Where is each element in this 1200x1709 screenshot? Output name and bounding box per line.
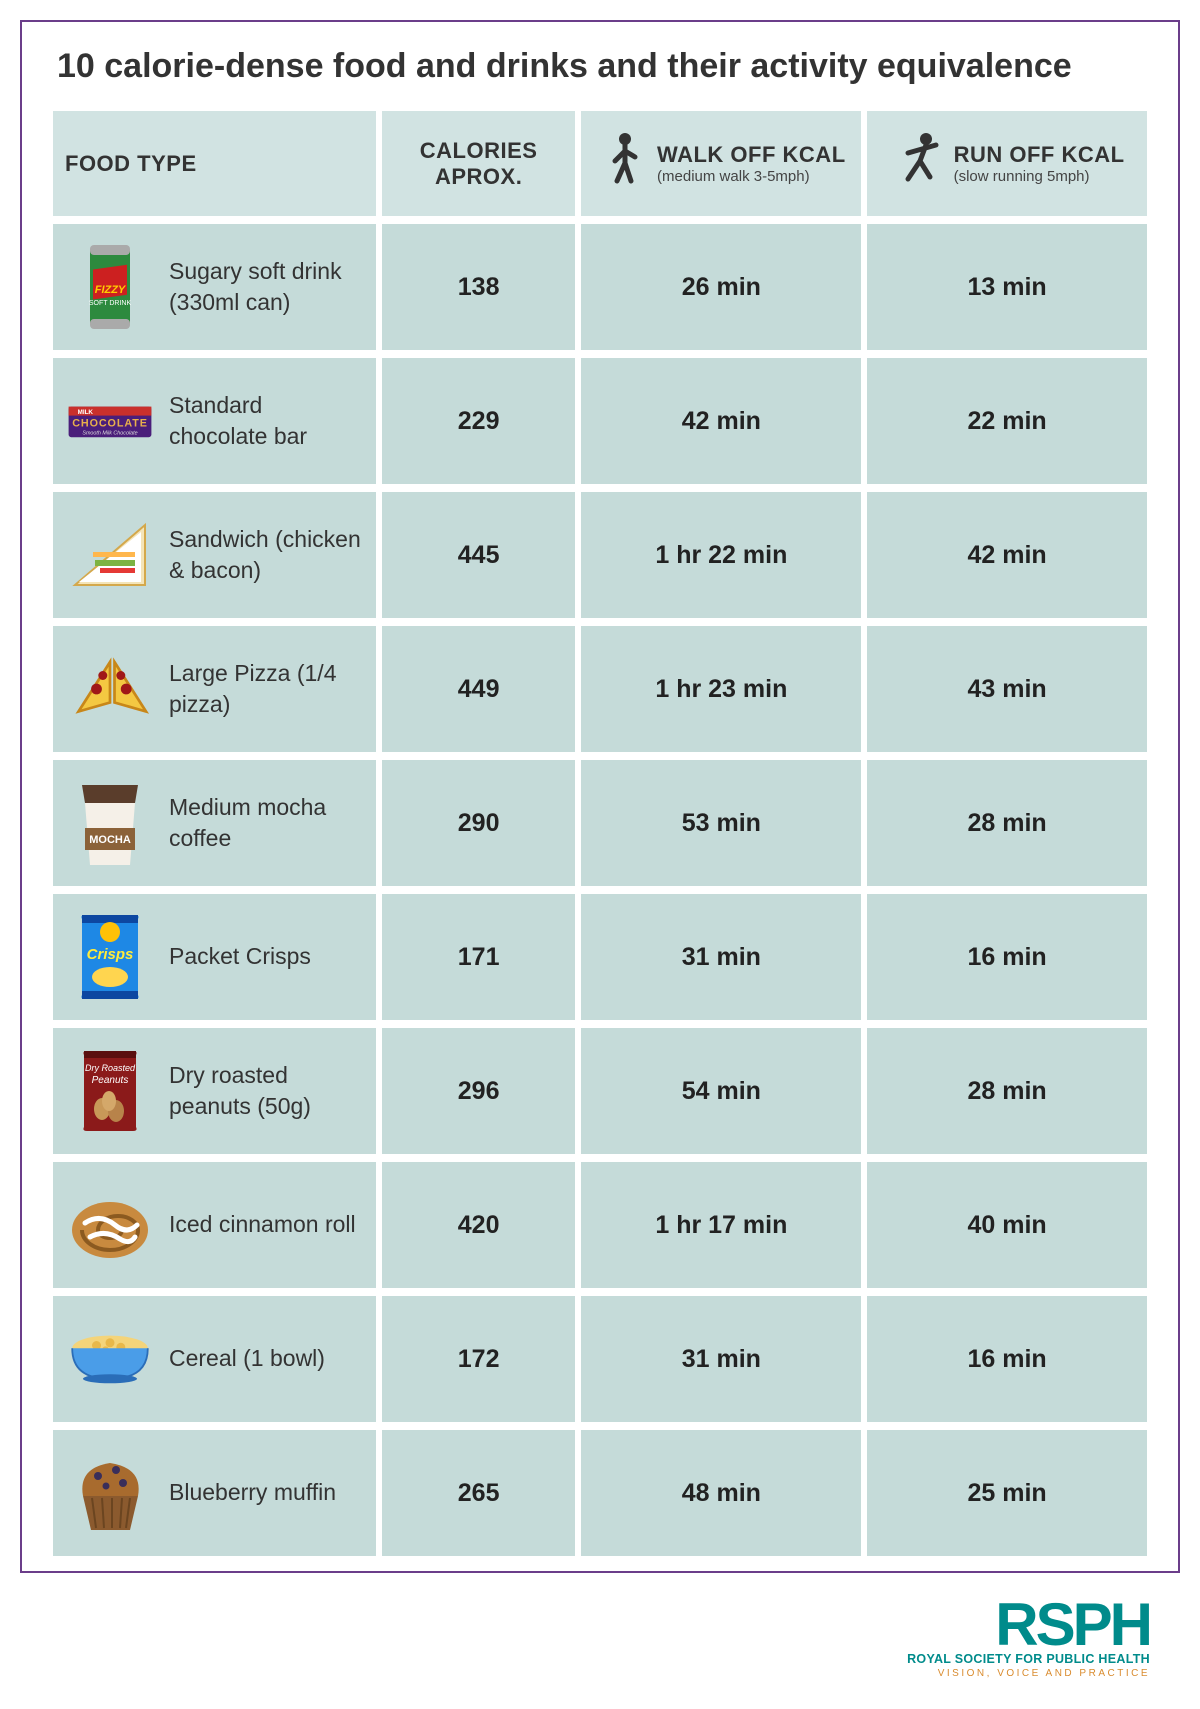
run-time: 13 min <box>879 273 1135 302</box>
run-time: 40 min <box>879 1211 1135 1240</box>
col-walk-sub: (medium walk 3-5mph) <box>657 168 810 185</box>
walk-time: 1 hr 17 min <box>593 1211 849 1240</box>
page-title: 10 calorie-dense food and drinks and the… <box>47 47 1153 86</box>
col-run-label: RUN OFF KCAL <box>954 142 1125 167</box>
run-time: 16 min <box>879 943 1135 972</box>
svg-text:SOFT DRINK: SOFT DRINK <box>89 300 132 307</box>
cinnamon-icon <box>65 1180 155 1270</box>
logo-subtitle: ROYAL SOCIETY FOR PUBLIC HEALTH <box>907 1652 1150 1666</box>
run-time: 43 min <box>879 675 1135 704</box>
walk-time: 48 min <box>593 1479 849 1508</box>
food-name: Iced cinnamon roll <box>169 1209 356 1240</box>
food-name: Standard chocolate bar <box>169 390 364 452</box>
food-table: FOOD TYPE CALORIES APROX. WALK OFF KCAL … <box>47 111 1153 1556</box>
muffin-icon <box>65 1448 155 1538</box>
walk-icon <box>597 131 649 196</box>
svg-text:Peanuts: Peanuts <box>92 1075 129 1086</box>
table-header-row: FOOD TYPE CALORIES APROX. WALK OFF KCAL … <box>53 111 1147 216</box>
infographic-container: 10 calorie-dense food and drinks and the… <box>20 20 1180 1573</box>
food-name: Dry roasted peanuts (50g) <box>169 1060 364 1122</box>
run-icon <box>890 131 946 196</box>
calories-value: 172 <box>394 1345 564 1374</box>
table-row: FIZZY SOFT DRINK Sugary soft drink (330ml … <box>53 224 1147 350</box>
walk-time: 42 min <box>593 407 849 436</box>
pizza-icon <box>65 644 155 734</box>
col-walk-label: WALK OFF KCAL <box>657 142 846 167</box>
run-time: 42 min <box>879 541 1135 570</box>
logo-main-text: RSPH <box>907 1598 1150 1652</box>
svg-text:FIZZY: FIZZY <box>95 284 127 296</box>
chocolate-icon: MILKCHOCOLATE Smooth Milk Chocolate <box>65 376 155 466</box>
crisps-icon: Crisps <box>65 912 155 1002</box>
table-row: Iced cinnamon roll 420 1 hr 17 min 40 min <box>53 1162 1147 1288</box>
table-row: MILKCHOCOLATE Smooth Milk Chocolate Standa… <box>53 358 1147 484</box>
walk-time: 26 min <box>593 273 849 302</box>
col-food-label: FOOD TYPE <box>65 151 197 176</box>
food-name: Medium mocha coffee <box>169 792 364 854</box>
svg-text:Smooth Milk Chocolate: Smooth Milk Chocolate <box>82 431 137 437</box>
table-row: Sandwich (chicken & bacon) 445 1 hr 22 min… <box>53 492 1147 618</box>
walk-time: 54 min <box>593 1077 849 1106</box>
footer: RSPH ROYAL SOCIETY FOR PUBLIC HEALTH VIS… <box>20 1573 1180 1689</box>
walk-time: 1 hr 23 min <box>593 675 849 704</box>
walk-time: 53 min <box>593 809 849 838</box>
food-name: Sandwich (chicken & bacon) <box>169 524 364 586</box>
table-row: Dry Roasted Peanuts Dry roasted peanuts (5… <box>53 1028 1147 1154</box>
calories-value: 171 <box>394 943 564 972</box>
svg-text:Crisps: Crisps <box>87 946 134 963</box>
table-row: Blueberry muffin 265 48 min 25 min <box>53 1430 1147 1556</box>
food-name: Sugary soft drink (330ml can) <box>169 256 364 318</box>
calories-value: 449 <box>394 675 564 704</box>
table-row: Crisps Packet Crisps 171 31 min 16 min <box>53 894 1147 1020</box>
col-calories-label: CALORIES APROX. <box>420 138 538 189</box>
calories-value: 296 <box>394 1077 564 1106</box>
food-name: Cereal (1 bowl) <box>169 1343 325 1374</box>
svg-text:MOCHA: MOCHA <box>89 834 131 846</box>
peanuts-icon: Dry Roasted Peanuts <box>65 1046 155 1136</box>
logo-tagline: VISION, VOICE AND PRACTICE <box>907 1668 1150 1679</box>
calories-value: 138 <box>394 273 564 302</box>
svg-text:CHOCOLATE: CHOCOLATE <box>72 417 148 429</box>
sandwich-icon <box>65 510 155 600</box>
run-time: 22 min <box>879 407 1135 436</box>
calories-value: 420 <box>394 1211 564 1240</box>
calories-value: 445 <box>394 541 564 570</box>
run-time: 28 min <box>879 809 1135 838</box>
run-time: 28 min <box>879 1077 1135 1106</box>
run-time: 16 min <box>879 1345 1135 1374</box>
mocha-icon: MOCHA <box>65 778 155 868</box>
food-name: Packet Crisps <box>169 941 311 972</box>
table-row: MOCHA Medium mocha coffee 290 53 min 28 min <box>53 760 1147 886</box>
soda-icon: FIZZY SOFT DRINK <box>65 242 155 332</box>
table-row: Cereal (1 bowl) 172 31 min 16 min <box>53 1296 1147 1422</box>
calories-value: 229 <box>394 407 564 436</box>
col-run-sub: (slow running 5mph) <box>954 168 1090 185</box>
svg-text:Dry Roasted: Dry Roasted <box>85 1063 136 1073</box>
cereal-icon <box>65 1314 155 1404</box>
walk-time: 1 hr 22 min <box>593 541 849 570</box>
calories-value: 290 <box>394 809 564 838</box>
svg-text:MILK: MILK <box>78 409 94 416</box>
rsph-logo: RSPH ROYAL SOCIETY FOR PUBLIC HEALTH VIS… <box>907 1598 1150 1679</box>
walk-time: 31 min <box>593 1345 849 1374</box>
run-time: 25 min <box>879 1479 1135 1508</box>
calories-value: 265 <box>394 1479 564 1508</box>
food-name: Large Pizza (1/4 pizza) <box>169 658 364 720</box>
food-name: Blueberry muffin <box>169 1477 336 1508</box>
walk-time: 31 min <box>593 943 849 972</box>
table-row: Large Pizza (1/4 pizza) 449 1 hr 23 min 43 … <box>53 626 1147 752</box>
